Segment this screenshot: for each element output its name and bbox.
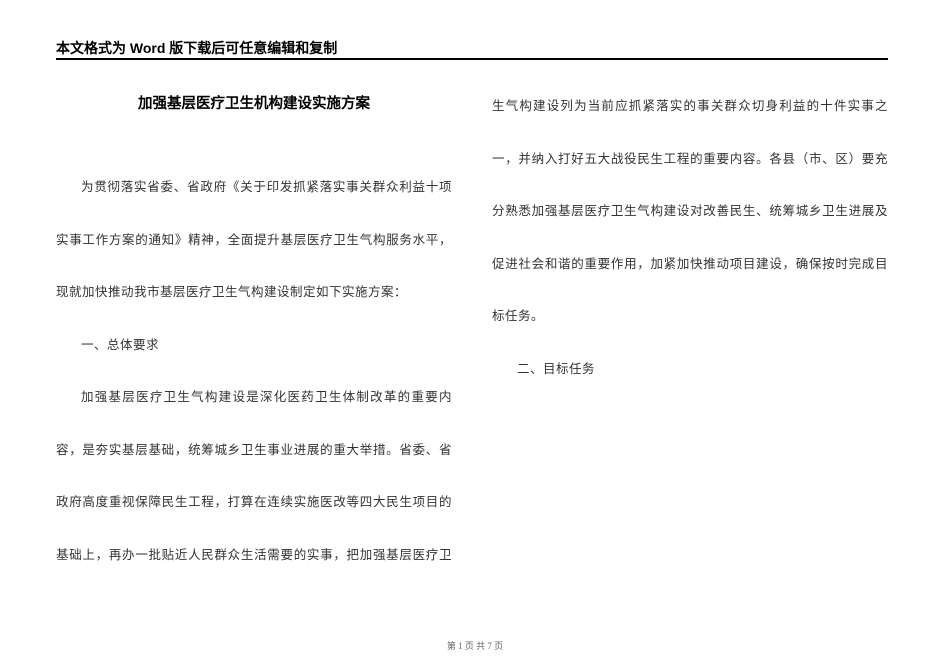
format-notice: 本文格式为 Word 版下载后可任意编辑和复制 [56, 38, 337, 58]
document-body: 加强基层医疗卫生机构建设实施方案 为贯彻落实省委、省政府《关于印发抓紧落实事关群… [56, 80, 888, 610]
header-underline [56, 58, 888, 60]
page-footer: 第 1 页 共 7 页 [0, 639, 950, 652]
document-title: 加强基层医疗卫生机构建设实施方案 [56, 92, 452, 113]
section-1-heading: 一、总体要求 [56, 319, 452, 372]
intro-paragraph: 为贯彻落实省委、省政府《关于印发抓紧落实事关群众利益十项实事工作方案的通知》精神… [56, 161, 452, 319]
section-2-heading: 二、目标任务 [492, 343, 888, 396]
